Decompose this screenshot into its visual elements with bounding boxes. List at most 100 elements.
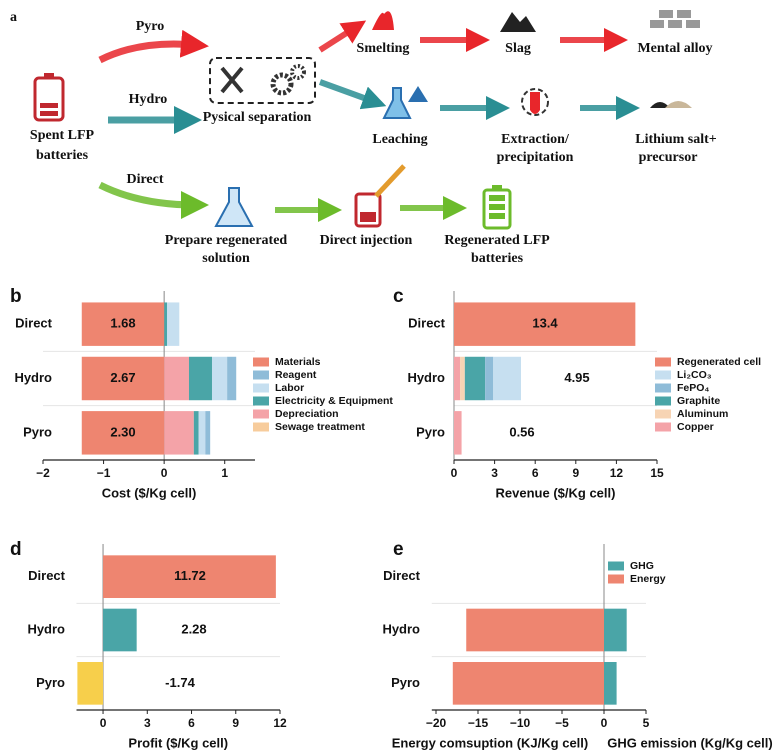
battery-icon (360, 212, 376, 222)
battery-icon (354, 192, 382, 228)
bar-segment (81, 302, 165, 346)
category-label: Pyro (391, 675, 420, 690)
panel-label: b (10, 286, 22, 307)
bar-segment (454, 356, 461, 401)
legend-swatch (608, 561, 624, 571)
x-tick-label: 0 (161, 466, 168, 480)
bar (77, 662, 104, 705)
value-label: 2.28 (181, 621, 206, 636)
bar-segment (485, 356, 494, 401)
x-tick-label: 9 (572, 466, 579, 480)
legend-swatch (253, 370, 269, 380)
node-label: Direct injection (320, 233, 413, 248)
extraction-icon (521, 88, 549, 116)
battery-icon (492, 185, 502, 190)
x-tick-label: −10 (510, 716, 531, 730)
legend-swatch (655, 357, 671, 367)
category-label: Hydro (14, 370, 52, 385)
separation-box (209, 57, 316, 104)
bar-segment (81, 356, 165, 401)
panel-label: d (10, 539, 22, 560)
node-label: Extraction/ (501, 132, 570, 147)
category-label: Hydro (382, 621, 420, 636)
x-tick-label: 5 (643, 716, 650, 730)
x-tick-label: 12 (610, 466, 624, 480)
x-tick-label: −5 (555, 716, 569, 730)
fire-icon (372, 11, 394, 31)
node-label: Slag (505, 41, 531, 56)
bar-segment (460, 356, 465, 401)
bar-segment (604, 662, 617, 705)
legend-label: Electricity & Equipment (275, 395, 393, 407)
node-label: precursor (639, 150, 698, 165)
legend-label: Materials (275, 356, 321, 368)
bar-segment (454, 302, 636, 346)
bar-segment (164, 302, 168, 346)
legend-swatch (253, 422, 269, 432)
legend-swatch (253, 409, 269, 419)
x-tick-label: 0 (451, 466, 458, 480)
value-label: 11.72 (174, 568, 206, 583)
bar-segment (188, 356, 212, 401)
bar (103, 555, 276, 598)
category-label: Pyro (23, 424, 52, 439)
total-label: 2.67 (110, 370, 135, 385)
x-axis-title: Cost ($/Kg cell) (102, 485, 197, 500)
legend-label: Aluminum (677, 408, 728, 420)
node-label: batteries (36, 148, 89, 163)
x-axis-title: Revenue ($/Kg cell) (496, 485, 616, 500)
bar-segment (193, 411, 199, 455)
legend-swatch (655, 370, 671, 380)
x-tick-label: −1 (97, 466, 111, 480)
battery-icon (489, 195, 505, 219)
x-axis-title: GHG emission (Kg/Kg cell) (607, 735, 772, 750)
x-tick-label: 0 (100, 716, 107, 730)
legend-swatch (655, 383, 671, 393)
flask-icon (214, 187, 254, 227)
x-tick-label: 9 (232, 716, 239, 730)
x-tick-label: 6 (188, 716, 195, 730)
legend-label: Li₂CO₃ (677, 369, 712, 381)
battery-icon (40, 103, 58, 108)
legend-swatch (655, 422, 671, 432)
bar-segment (198, 411, 206, 455)
bar-segment (454, 411, 462, 455)
legend-label: Reagent (275, 369, 317, 381)
node-label: Pysical separation (203, 110, 312, 125)
arrow (98, 29, 209, 64)
total-label: 4.95 (564, 370, 589, 385)
node-label: solution (202, 251, 250, 266)
tools-icon (220, 66, 244, 94)
legend-swatch (253, 396, 269, 406)
legend-label: Depreciation (275, 408, 339, 420)
panel-label: e (393, 539, 404, 560)
bar-segment (464, 356, 486, 401)
category-label: Hydro (27, 621, 65, 636)
legend-label: Sewage treatment (275, 421, 365, 433)
x-tick-label: −2 (36, 466, 50, 480)
node-label: Spent LFP (30, 128, 95, 143)
total-label: 0.56 (509, 424, 534, 439)
bar (103, 608, 137, 652)
node-label: Leaching (372, 132, 427, 147)
x-tick-label: 6 (532, 466, 539, 480)
arrow (318, 79, 387, 110)
node-label: batteries (471, 251, 524, 266)
bar-segment (452, 662, 604, 705)
bar-segment (164, 356, 189, 401)
legend-label: FePO₄ (677, 382, 709, 394)
legend-swatch (608, 574, 624, 584)
bar-segment (81, 411, 165, 455)
hazard-icon (408, 86, 428, 102)
legend-label: Graphite (677, 395, 720, 407)
bar-segment (493, 356, 521, 401)
arrow (318, 20, 367, 53)
value-label: -1.74 (165, 675, 195, 690)
powder-icon (650, 102, 670, 108)
x-axis-title: Profit ($/Kg cell) (128, 735, 228, 750)
legend-swatch (253, 383, 269, 393)
x-tick-label: 1 (221, 466, 228, 480)
category-label: Direct (15, 316, 53, 331)
